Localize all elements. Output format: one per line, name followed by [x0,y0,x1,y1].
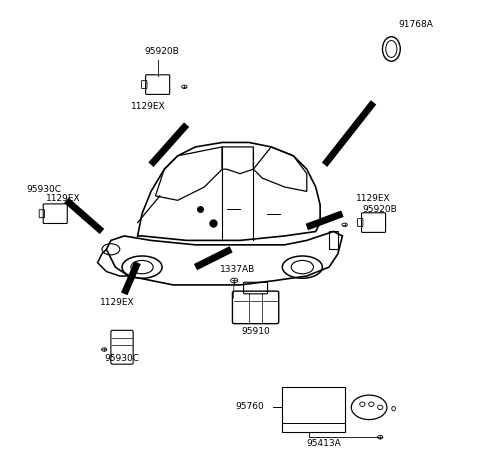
Text: 1129EX: 1129EX [100,298,134,307]
Text: 1129EX: 1129EX [132,102,166,111]
Text: 91768A: 91768A [398,20,433,29]
Text: 95920B: 95920B [362,205,397,214]
Text: 95760: 95760 [236,401,264,410]
Text: 95413A: 95413A [307,439,342,448]
Text: 95930C: 95930C [104,354,139,363]
Bar [282,387,345,432]
Text: 1337AB: 1337AB [220,265,255,274]
Text: 1129EX: 1129EX [47,194,81,202]
Text: 95920B: 95920B [144,47,180,56]
Text: 95910: 95910 [241,327,270,336]
Text: 95930C: 95930C [26,185,61,194]
Text: 1129EX: 1129EX [356,194,390,202]
